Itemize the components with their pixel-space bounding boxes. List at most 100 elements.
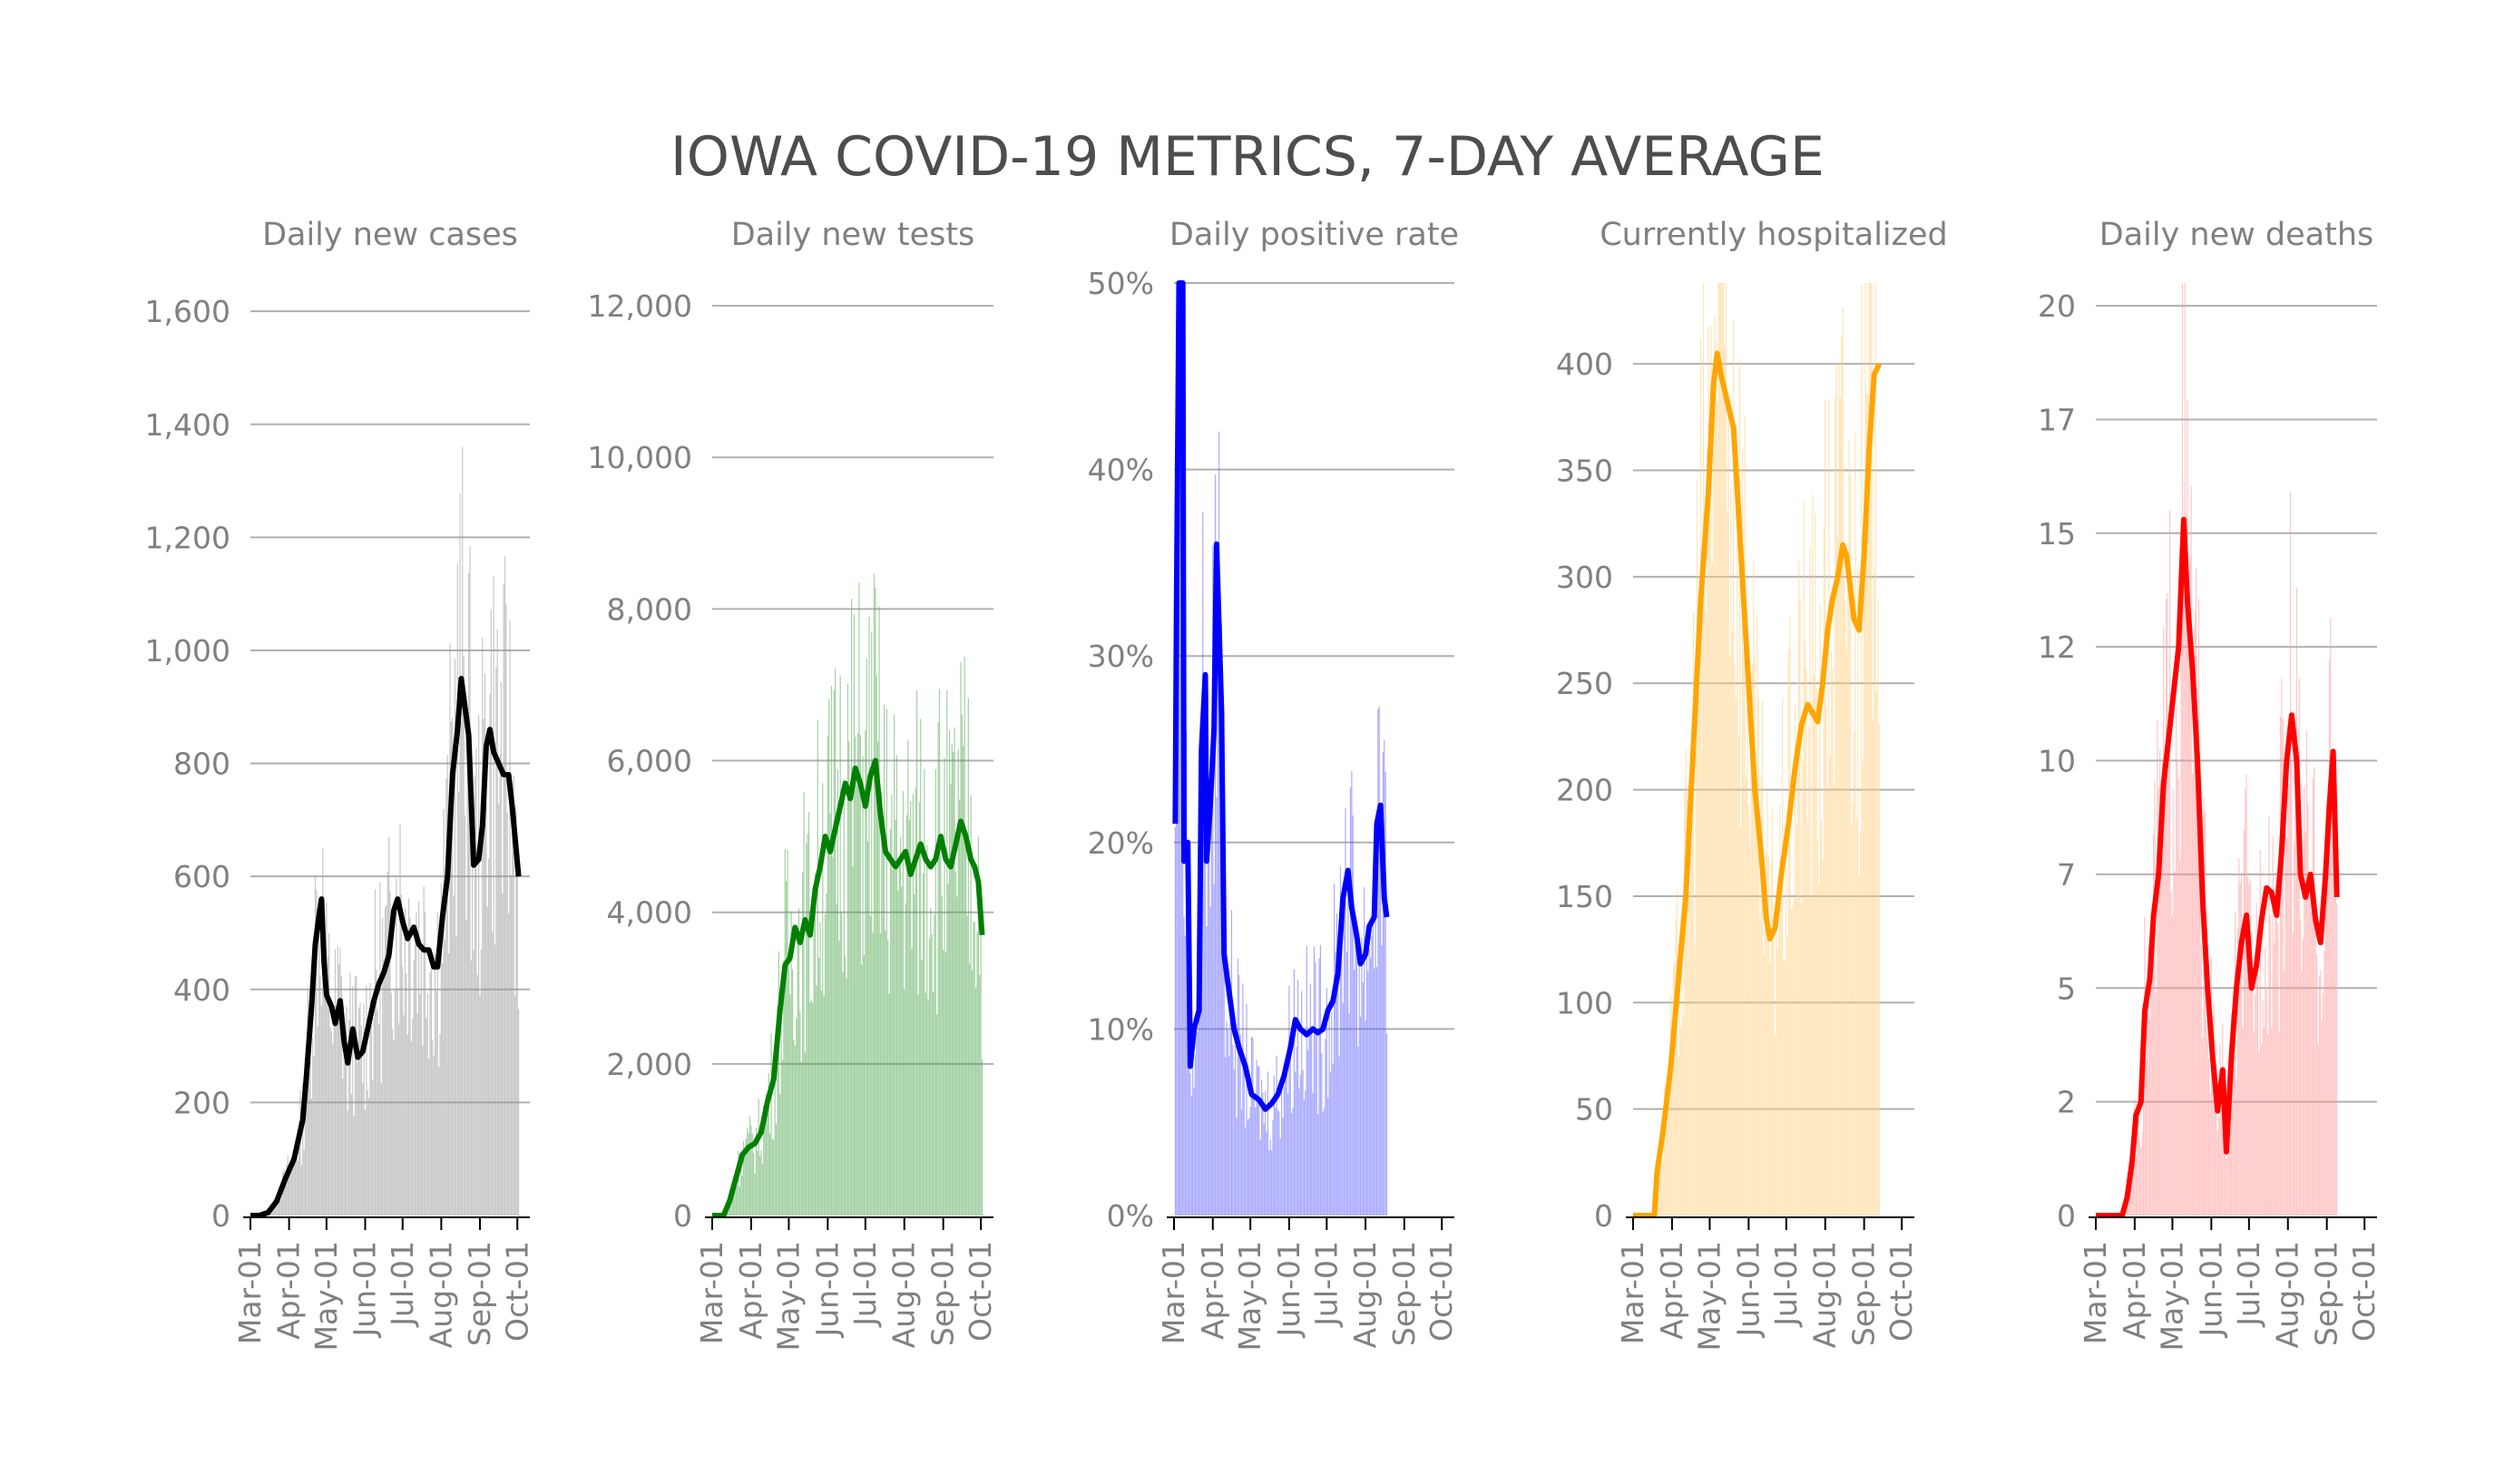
y-tick-label: 1,600 [145, 294, 230, 329]
y-tick-label: 800 [173, 747, 230, 782]
y-tick-label: 10% [1088, 1011, 1154, 1047]
seven-day-average-line [1633, 350, 1883, 1218]
x-tick-label: Mar-01 [1615, 1241, 1650, 1344]
y-tick-label: 150 [1556, 879, 1613, 914]
seven-day-average-line [250, 676, 522, 1218]
panel-title: Daily new cases [262, 217, 518, 253]
y-tick-label: 400 [173, 972, 230, 1008]
x-tick-label: Aug-01 [1807, 1241, 1843, 1348]
daily-bars [1655, 283, 1880, 1216]
x-tick-label: Apr-01 [733, 1241, 768, 1340]
x-tick-label: Aug-01 [2270, 1241, 2305, 1348]
x-tick-label: Jul-01 [847, 1241, 883, 1328]
x-tick-label: Jun-01 [1271, 1241, 1306, 1338]
y-tick-label: 7 [2057, 857, 2076, 893]
x-tick-label: May-01 [770, 1241, 806, 1352]
x-tick-label: Mar-01 [1156, 1241, 1191, 1344]
x-tick-label: Jun-01 [809, 1241, 845, 1338]
y-tick-label: 6,000 [607, 744, 692, 779]
x-tick-label: Sep-01 [925, 1241, 961, 1346]
y-tick-label: 50% [1088, 266, 1154, 301]
x-tick-label: Oct-01 [1883, 1241, 1919, 1342]
panel-4: Currently hospitalized 0 50 100 150 200 250 300… [1556, 217, 1948, 1352]
x-tick-label: Sep-01 [2309, 1241, 2344, 1346]
x-tick-label: Oct-01 [2346, 1241, 2382, 1342]
x-tick-label: Aug-01 [423, 1241, 458, 1348]
y-tick-label: 200 [1556, 773, 1613, 808]
daily-bars [2122, 283, 2338, 1216]
daily-bars [724, 573, 983, 1216]
y-tick-label: 17 [2038, 402, 2076, 437]
x-tick-label: Jul-01 [1768, 1241, 1804, 1328]
y-tick-label: 200 [173, 1085, 230, 1120]
y-tick-label: 20% [1088, 825, 1154, 861]
y-tick-label: 5 [2057, 971, 2076, 1006]
y-tick-label: 12 [2038, 630, 2076, 665]
x-tick-label: Mar-01 [694, 1241, 729, 1344]
y-tick-label: 300 [1556, 560, 1613, 595]
y-tick-label: 10 [2038, 744, 2076, 779]
x-tick-label: May-01 [308, 1241, 344, 1352]
panel-title: Currently hospitalized [1600, 217, 1948, 253]
y-tick-label: 4,000 [607, 895, 692, 931]
panel-title: Daily new deaths [2099, 217, 2374, 253]
x-tick-label: Mar-01 [2078, 1241, 2113, 1344]
y-tick-label: 1,200 [145, 520, 230, 555]
x-tick-label: Oct-01 [1424, 1241, 1459, 1342]
x-tick-label: May-01 [1232, 1241, 1267, 1352]
panel-title: Daily positive rate [1169, 217, 1459, 253]
x-tick-label: Jul-01 [2231, 1241, 2266, 1328]
y-tick-label: 0 [1594, 1198, 1613, 1234]
x-tick-label: Jun-01 [2193, 1241, 2228, 1338]
y-tick-label: 100 [1556, 985, 1613, 1020]
x-tick-label: Jul-01 [1308, 1241, 1344, 1328]
y-tick-label: 15 [2038, 516, 2076, 552]
x-tick-label: Aug-01 [886, 1241, 922, 1348]
x-tick-label: Sep-01 [1386, 1241, 1422, 1346]
figure-title: IOWA COVID-19 METRICS, 7-DAY AVERAGE [670, 125, 1825, 189]
x-tick-label: Jun-01 [1730, 1241, 1766, 1338]
y-tick-label: 0 [2057, 1198, 2076, 1234]
y-tick-label: 20 [2038, 288, 2076, 324]
y-tick-label: 1,400 [145, 407, 230, 443]
seven-day-average-line [2096, 516, 2340, 1218]
y-tick-label: 350 [1556, 454, 1613, 489]
x-tick-label: Apr-01 [2117, 1241, 2152, 1340]
panel-2: Daily new tests 0 2,000 4,000 6,000 8,000 10,0… [588, 217, 999, 1352]
x-tick-label: Jul-01 [385, 1241, 420, 1328]
x-tick-label: Apr-01 [1654, 1241, 1689, 1340]
x-tick-label: May-01 [2154, 1241, 2189, 1352]
x-tick-label: Apr-01 [271, 1241, 307, 1340]
y-tick-label: 0 [211, 1198, 230, 1234]
y-tick-label: 2 [2057, 1085, 2076, 1120]
x-tick-label: Mar-01 [232, 1241, 268, 1344]
panel-1: Daily new cases 0 200 400 600 800 1,000 1,200 1,… [145, 217, 535, 1352]
y-tick-label: 40% [1088, 453, 1154, 488]
panel-5: Daily new deaths 0 2 5 7 10 12 15 17 20 Mar-01 Apr-… [2038, 217, 2382, 1352]
seven-day-average-line [712, 757, 985, 1218]
y-tick-label: 8,000 [607, 591, 692, 627]
x-tick-label: Oct-01 [963, 1241, 998, 1342]
panel-3: Daily positive rate 0% 10% 20% 30% 40% 50% Mar-… [1088, 217, 1460, 1352]
x-tick-label: Oct-01 [499, 1241, 534, 1342]
y-tick-label: 600 [173, 859, 230, 894]
y-tick-label: 10,000 [588, 440, 692, 475]
y-tick-label: 50 [1575, 1092, 1613, 1128]
x-tick-label: Aug-01 [1347, 1241, 1383, 1348]
x-tick-label: Jun-01 [347, 1241, 383, 1338]
x-tick-label: May-01 [1691, 1241, 1727, 1352]
y-tick-label: 0% [1107, 1198, 1154, 1234]
x-tick-label: Sep-01 [1846, 1241, 1882, 1346]
y-tick-label: 2,000 [607, 1047, 692, 1082]
panel-title: Daily new tests [731, 217, 975, 253]
y-tick-label: 250 [1556, 666, 1613, 701]
y-tick-label: 0 [673, 1198, 692, 1234]
y-tick-label: 1,000 [145, 633, 230, 669]
daily-bars [259, 446, 520, 1216]
x-tick-label: Apr-01 [1195, 1241, 1230, 1340]
seven-day-average-line [1172, 280, 1390, 1112]
y-tick-label: 12,000 [588, 288, 692, 324]
y-tick-label: 400 [1556, 347, 1613, 382]
y-tick-label: 30% [1088, 639, 1154, 674]
